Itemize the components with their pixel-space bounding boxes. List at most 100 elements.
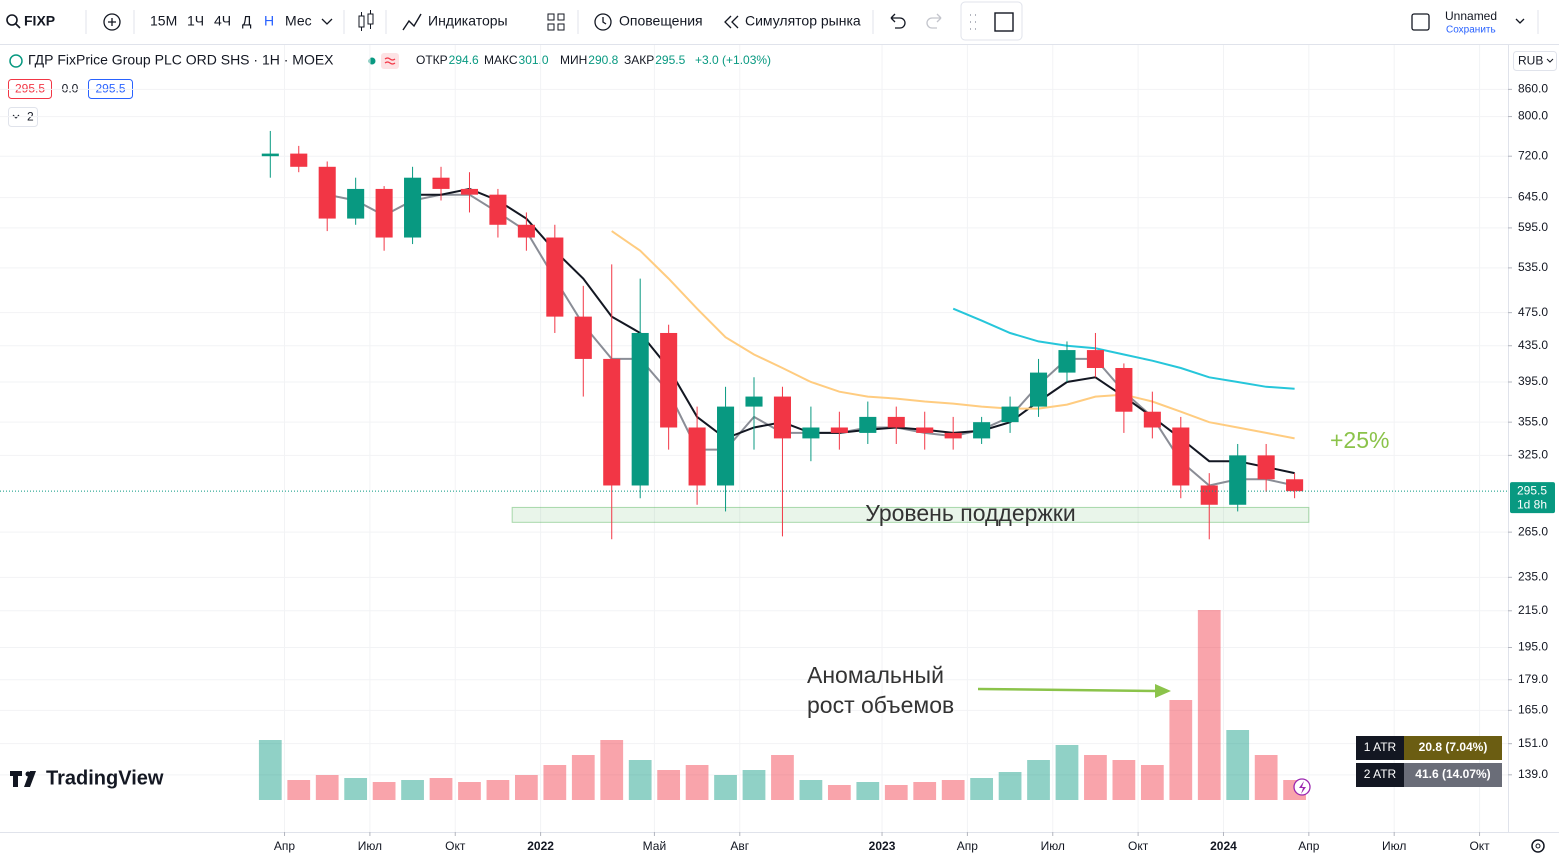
ohlc-value: 295.5 (655, 53, 685, 67)
redo-button[interactable] (926, 13, 942, 29)
candle-body (944, 432, 962, 439)
settings-button[interactable] (1531, 839, 1545, 853)
candle-body (916, 427, 934, 433)
alerts-button[interactable]: Оповещения (594, 13, 703, 31)
y-tick-label: 645.0 (1518, 190, 1548, 204)
volume-bar (458, 782, 481, 800)
brand-logo: TradingView (10, 767, 164, 789)
volume-bar (884, 785, 908, 800)
ohlc-label: МАКС (484, 53, 518, 67)
x-tick-label: 2024 (1210, 839, 1237, 853)
layout-dropdown[interactable] (1515, 18, 1525, 24)
candle-body (546, 237, 564, 317)
grid-icon (557, 13, 565, 21)
flash-icon (1299, 781, 1306, 794)
floating-panel (960, 1, 1023, 41)
replay-button[interactable]: Симулятор рынка (724, 13, 861, 29)
undo-button[interactable] (890, 13, 906, 29)
moving-average (952, 307, 1295, 390)
candle-body (1086, 350, 1104, 368)
volume-bar (344, 778, 368, 800)
moving-average (611, 230, 1295, 440)
candle-body (1172, 427, 1190, 486)
candle-body (347, 188, 365, 219)
volume-bar (600, 740, 624, 800)
layouts-button[interactable] (547, 13, 565, 31)
indicators-button[interactable]: Индикаторы (402, 13, 508, 31)
x-tick-label: Окт (1128, 839, 1149, 853)
x-tick-label: Апр (274, 839, 296, 853)
candle-body (432, 177, 450, 189)
save-label[interactable]: Сохранить (1446, 25, 1496, 36)
atr-panel: 1 ATR 20.8 (7.04%) 2 ATR 41.6 (14.07%) (1356, 736, 1502, 787)
symbol[interactable]: FIXP (24, 13, 55, 29)
interval[interactable]: Н (264, 13, 274, 29)
interval[interactable]: 4Ч (214, 13, 231, 29)
symbol-title[interactable]: ГДР FixPrice Group PLC ORD SHS · 1Н · MO… (28, 52, 334, 68)
candle-body (1029, 372, 1048, 407)
volume-note: рост объемов (807, 692, 954, 718)
ohlc-label: ЗАКР (624, 53, 654, 67)
volume-bar (685, 765, 709, 800)
x-tick-label: Июл (358, 839, 382, 853)
search-icon (15, 23, 21, 29)
alert-icon (602, 17, 607, 25)
save-layout[interactable]: Unnamed Сохранить (1411, 9, 1525, 36)
currency-box[interactable] (1513, 51, 1557, 71)
volume-bar (372, 782, 396, 800)
y-tick-label: 535.0 (1518, 260, 1548, 274)
layout-name[interactable]: Unnamed (1445, 9, 1497, 23)
plus-icon (108, 18, 116, 26)
compare-button[interactable] (103, 13, 121, 31)
y-tick-label: 435.0 (1518, 338, 1548, 352)
volume-bar (429, 778, 453, 800)
plot-area: Уровень поддержки +25% Аномальный рост объе… (0, 45, 1508, 832)
volume-bar (827, 785, 851, 800)
atr-label-cell (1356, 736, 1404, 760)
indicators-label[interactable]: Индикаторы (428, 13, 508, 29)
volume-bar (1169, 700, 1193, 800)
bid-price: 295.5 (15, 82, 45, 96)
ohlc-value: 301.0 (519, 53, 549, 67)
interval[interactable]: Мес (285, 13, 312, 29)
atr-label: 2 ATR (1364, 767, 1397, 781)
candle-body (859, 416, 877, 433)
replay-label[interactable]: Симулятор рынка (745, 13, 861, 29)
volume-bar (514, 775, 538, 800)
plus-icon[interactable] (103, 13, 121, 31)
x-tick-label: Апр (1298, 839, 1320, 853)
alerts-label[interactable]: Оповещения (619, 13, 703, 29)
logo-mark (25, 771, 31, 777)
price-change: +3.0 (+1.03%) (695, 53, 771, 67)
y-tick-label: 720.0 (1518, 148, 1548, 162)
candle-body (631, 332, 649, 486)
candle-body (318, 166, 336, 219)
y-tick-label: 595.0 (1518, 220, 1548, 234)
interval-dropdown[interactable] (321, 18, 333, 25)
candle-body (574, 316, 592, 359)
volume-bar (970, 778, 994, 800)
last-price-box (1510, 482, 1555, 514)
currency[interactable]: RUB (1518, 54, 1543, 68)
chart-type-button[interactable] (358, 10, 374, 31)
fullscreen-button[interactable] (994, 12, 1014, 32)
ohlc-value: 290.8 (588, 53, 618, 67)
interval[interactable]: 1Ч (187, 13, 204, 29)
drag-handle[interactable] (970, 14, 976, 30)
interval[interactable]: Д (242, 13, 252, 29)
data-status (381, 53, 399, 69)
candle-body (517, 224, 535, 238)
y-tick-label: 860.0 (1518, 82, 1548, 96)
interval[interactable]: 15М (150, 13, 177, 29)
volume-bar (1140, 765, 1164, 800)
data-status-icon (384, 57, 396, 65)
volume-note: Аномальный (807, 662, 944, 688)
y-tick-label: 139.0 (1518, 767, 1548, 781)
volume-bar (998, 772, 1022, 800)
candle-body (404, 177, 422, 238)
volume-bar (258, 740, 282, 800)
atr-value-cell (1404, 763, 1502, 787)
symbol-search[interactable]: FIXP (6, 13, 55, 29)
y-tick-label: 215.0 (1518, 603, 1548, 617)
atr-value: 20.8 (7.04%) (1419, 740, 1488, 754)
